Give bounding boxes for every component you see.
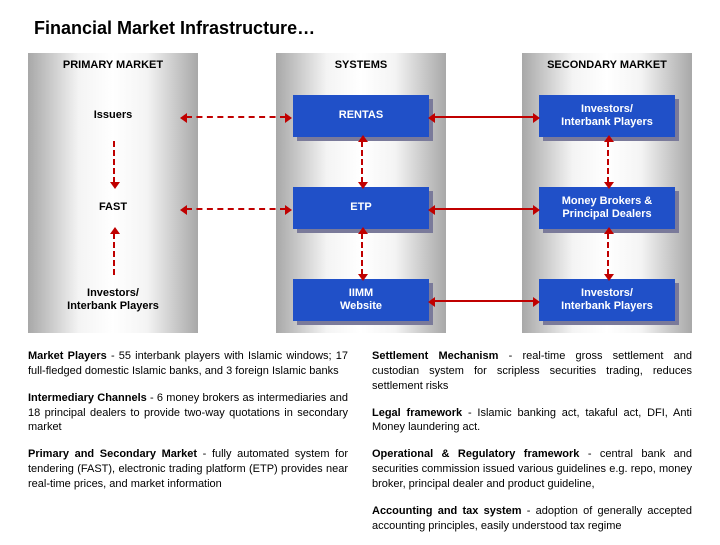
column-header-0: PRIMARY MARKET	[28, 59, 198, 71]
col-right-head-3: Accounting and tax system	[372, 505, 522, 517]
node-issuers: Issuers	[45, 95, 181, 137]
node-invR2: Investors/Interbank Players	[539, 279, 675, 321]
arrow-10	[607, 233, 609, 275]
arrow-7	[361, 141, 363, 183]
node-invR: Investors/Interbank Players	[539, 95, 675, 137]
col-right-head-2: Operational & Regulatory framework	[372, 448, 579, 460]
body-text: Market Players - 55 interbank players wi…	[28, 349, 692, 545]
node-iimm: IIMMWebsite	[293, 279, 429, 321]
col-left-head-0: Market Players	[28, 350, 107, 362]
column-header-1: SYSTEMS	[276, 59, 446, 71]
col-right-para-1: Legal framework - Islamic banking act, t…	[372, 406, 692, 436]
column-header-2: SECONDARY MARKET	[522, 59, 692, 71]
arrow-2	[434, 116, 534, 118]
body-col-right: Settlement Mechanism - real-time gross s…	[372, 349, 692, 545]
col-right-para-3: Accounting and tax system - adoption of …	[372, 504, 692, 534]
col-left-head-1: Intermediary Channels	[28, 392, 147, 404]
col-right-head-0: Settlement Mechanism	[372, 350, 498, 362]
col-right-para-0: Settlement Mechanism - real-time gross s…	[372, 349, 692, 394]
col-right-head-1: Legal framework	[372, 407, 462, 419]
node-etp: ETP	[293, 187, 429, 229]
arrow-0	[186, 116, 286, 118]
col-right-para-2: Operational & Regulatory framework - cen…	[372, 447, 692, 492]
arrow-6	[113, 233, 115, 275]
node-invL: Investors/Interbank Players	[45, 279, 181, 321]
page-title: Financial Market Infrastructure…	[34, 18, 692, 39]
arrow-5	[113, 141, 115, 183]
node-fast: FAST	[45, 187, 181, 229]
node-brokers: Money Brokers &Principal Dealers	[539, 187, 675, 229]
arrow-4	[434, 300, 534, 302]
diagram-canvas: PRIMARY MARKET SYSTEMS SECONDARY MARKET Iss…	[28, 53, 692, 333]
arrow-9	[607, 141, 609, 183]
node-rentas: RENTAS	[293, 95, 429, 137]
arrow-8	[361, 233, 363, 275]
col-left-para-2: Primary and Secondary Market - fully aut…	[28, 447, 348, 492]
col-left-para-0: Market Players - 55 interbank players wi…	[28, 349, 348, 379]
arrow-1	[186, 208, 286, 210]
col-left-para-1: Intermediary Channels - 6 money brokers …	[28, 391, 348, 436]
body-col-left: Market Players - 55 interbank players wi…	[28, 349, 348, 545]
col-left-head-2: Primary and Secondary Market	[28, 448, 197, 460]
arrow-3	[434, 208, 534, 210]
